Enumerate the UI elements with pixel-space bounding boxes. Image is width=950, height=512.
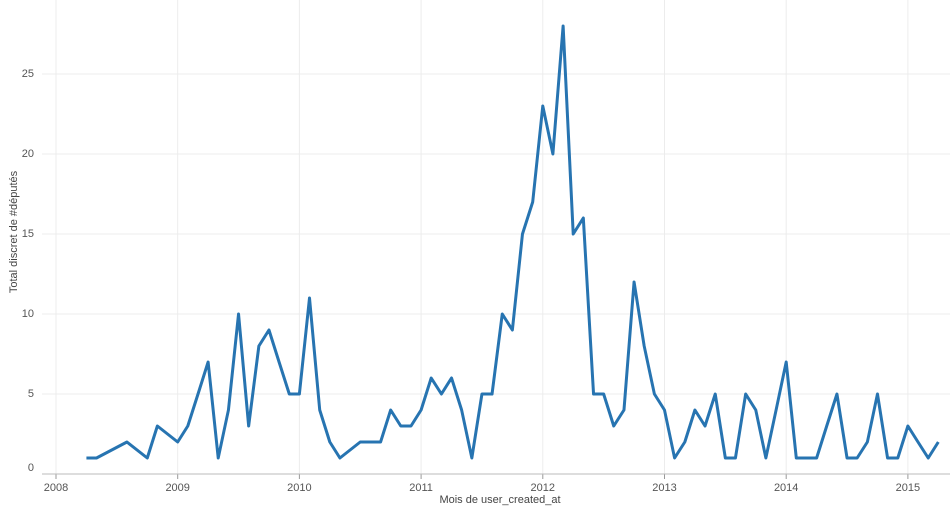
x-tick-label: 2013 <box>652 482 676 494</box>
data-line <box>86 24 940 460</box>
x-tick-label: 2011 <box>409 482 433 494</box>
x-tick-label: 2008 <box>44 482 68 494</box>
x-axis-title: Mois de user_created_at <box>439 494 560 506</box>
y-tick-label: 10 <box>22 308 34 320</box>
x-tick-label: 2015 <box>896 482 920 494</box>
y-tick-label: 5 <box>28 388 34 400</box>
y-tick-label: 15 <box>22 228 34 240</box>
x-tick-label: 2014 <box>774 482 798 494</box>
y-axis-title: Total discret de #députés <box>8 170 20 293</box>
x-tick-label: 2009 <box>165 482 189 494</box>
y-tick-label: 25 <box>22 68 34 80</box>
y-tick-label: 0 <box>28 462 34 474</box>
x-tick-label: 2010 <box>287 482 311 494</box>
y-tick-label: 20 <box>22 148 34 160</box>
x-tick-label: 2012 <box>531 482 555 494</box>
